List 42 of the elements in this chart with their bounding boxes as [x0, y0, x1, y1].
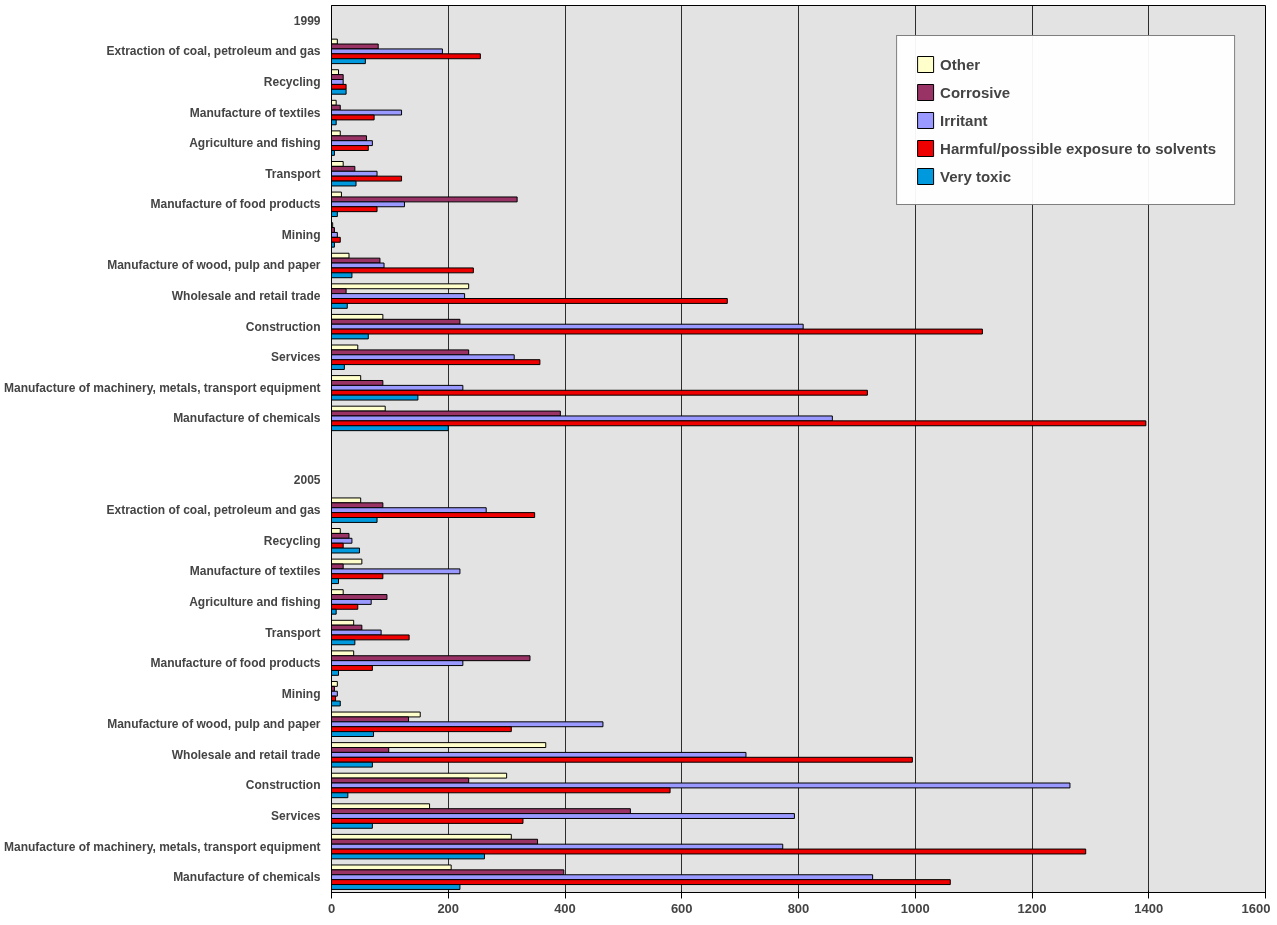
y-tick-label: Construction [245, 319, 321, 334]
y-tick-label: Agriculture and fishing [189, 136, 321, 151]
legend-label: Irritant [940, 111, 988, 129]
y-tick-label: 2005 [293, 472, 321, 487]
y-tick-label: Manufacture of textiles [189, 105, 321, 120]
y-tick-label: Manufacture of wood, pulp and paper [107, 717, 321, 732]
x-tick-label: 0 [327, 900, 336, 916]
legend-label: Harmful/possible exposure to solvents [940, 139, 1216, 157]
y-tick-label: Construction [245, 778, 321, 793]
y-tick-label: Manufacture of machinery, metals, transport equipment [3, 380, 321, 395]
y-tick-label: Agriculture and fishing [189, 594, 321, 609]
y-tick-label: Mining [281, 227, 321, 242]
y-tick-label: Manufacture of machinery, metals, transport equipment [3, 839, 321, 854]
y-tick-label: 1999 [293, 13, 321, 28]
y-tick-label: Transport [265, 166, 321, 181]
y-tick-label: Services [271, 809, 321, 824]
x-tick-label: 1200 [1017, 900, 1047, 916]
y-tick-label: Transport [265, 625, 321, 640]
y-tick-label: Manufacture of food products [150, 197, 321, 212]
legend-label: Corrosive [940, 83, 1011, 101]
y-tick-label: Mining [281, 686, 321, 701]
x-tick-label: 600 [670, 900, 693, 916]
y-tick-label: Manufacture of food products [150, 656, 321, 671]
x-tick-label: 1600 [1241, 900, 1271, 916]
x-tick-label: 1000 [900, 900, 930, 916]
y-tick-label: Services [271, 350, 321, 365]
x-tick-label: 800 [787, 900, 810, 916]
y-tick-label: Wholesale and retail trade [171, 747, 321, 762]
y-tick-label: Extraction of coal, petroleum and gas [106, 503, 321, 518]
x-tick-label: 1400 [1134, 900, 1164, 916]
y-tick-label: Manufacture of chemicals [173, 870, 321, 885]
y-tick-label: Manufacture of wood, pulp and paper [107, 258, 321, 273]
y-tick-label: Extraction of coal, petroleum and gas [106, 44, 321, 59]
y-tick-label: Wholesale and retail trade [171, 289, 321, 304]
y-tick-label: Manufacture of chemicals [173, 411, 321, 426]
legend-label: Other [940, 55, 981, 73]
x-tick-label: 400 [554, 900, 576, 916]
x-tick-label: 200 [437, 900, 460, 916]
y-tick-label: Recycling [263, 533, 321, 548]
legend-label: Very toxic [940, 167, 1011, 185]
y-tick-label: Recycling [263, 74, 321, 89]
y-tick-label: Manufacture of textiles [189, 564, 321, 579]
